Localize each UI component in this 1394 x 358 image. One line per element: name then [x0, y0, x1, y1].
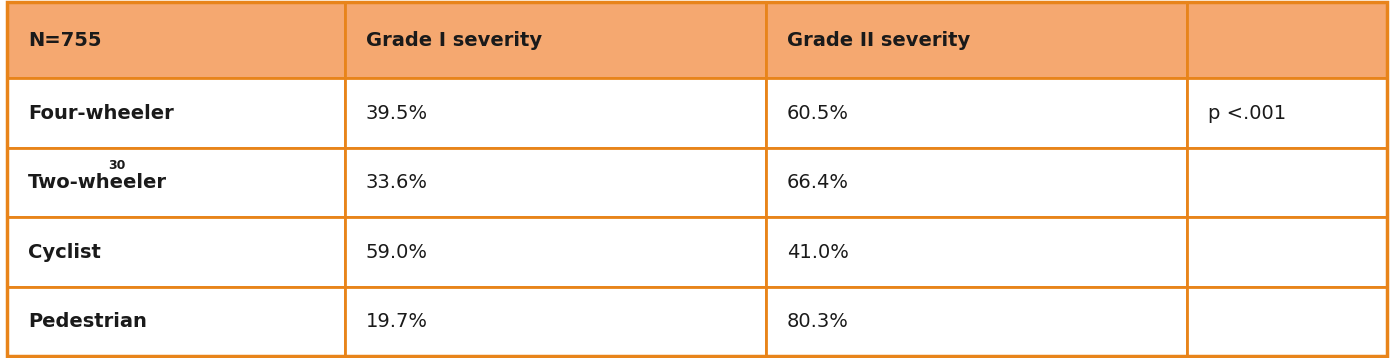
Text: p <.001: p <.001 [1207, 103, 1285, 122]
Text: 80.3%: 80.3% [786, 312, 849, 331]
Bar [767, 287, 1186, 356]
Bar [346, 2, 767, 78]
Bar [767, 148, 1186, 217]
Bar [346, 78, 767, 148]
Text: Pedestrian: Pedestrian [28, 312, 146, 331]
Bar [1186, 217, 1387, 287]
Text: Two-wheeler: Two-wheeler [28, 173, 167, 192]
Bar [767, 217, 1186, 287]
Text: 19.7%: 19.7% [367, 312, 428, 331]
Text: N=755: N=755 [28, 30, 102, 49]
Text: Four-wheeler: Four-wheeler [28, 103, 174, 122]
Text: 66.4%: 66.4% [786, 173, 849, 192]
Bar [7, 78, 346, 148]
Bar [1186, 78, 1387, 148]
Text: Grade I severity: Grade I severity [367, 30, 542, 49]
Text: 30: 30 [107, 159, 125, 172]
Bar [7, 217, 346, 287]
Bar [7, 2, 346, 78]
Text: 60.5%: 60.5% [786, 103, 849, 122]
Text: 41.0%: 41.0% [786, 242, 849, 262]
Bar [1186, 2, 1387, 78]
Bar [1186, 148, 1387, 217]
Bar [7, 287, 346, 356]
Bar [767, 78, 1186, 148]
Text: 39.5%: 39.5% [367, 103, 428, 122]
Bar [346, 148, 767, 217]
Bar [767, 2, 1186, 78]
Text: Cyclist: Cyclist [28, 242, 100, 262]
Bar [1186, 287, 1387, 356]
Bar [346, 287, 767, 356]
Text: 59.0%: 59.0% [367, 242, 428, 262]
Bar [346, 217, 767, 287]
Bar [7, 148, 346, 217]
Text: 33.6%: 33.6% [367, 173, 428, 192]
Text: Grade II severity: Grade II severity [786, 30, 970, 49]
